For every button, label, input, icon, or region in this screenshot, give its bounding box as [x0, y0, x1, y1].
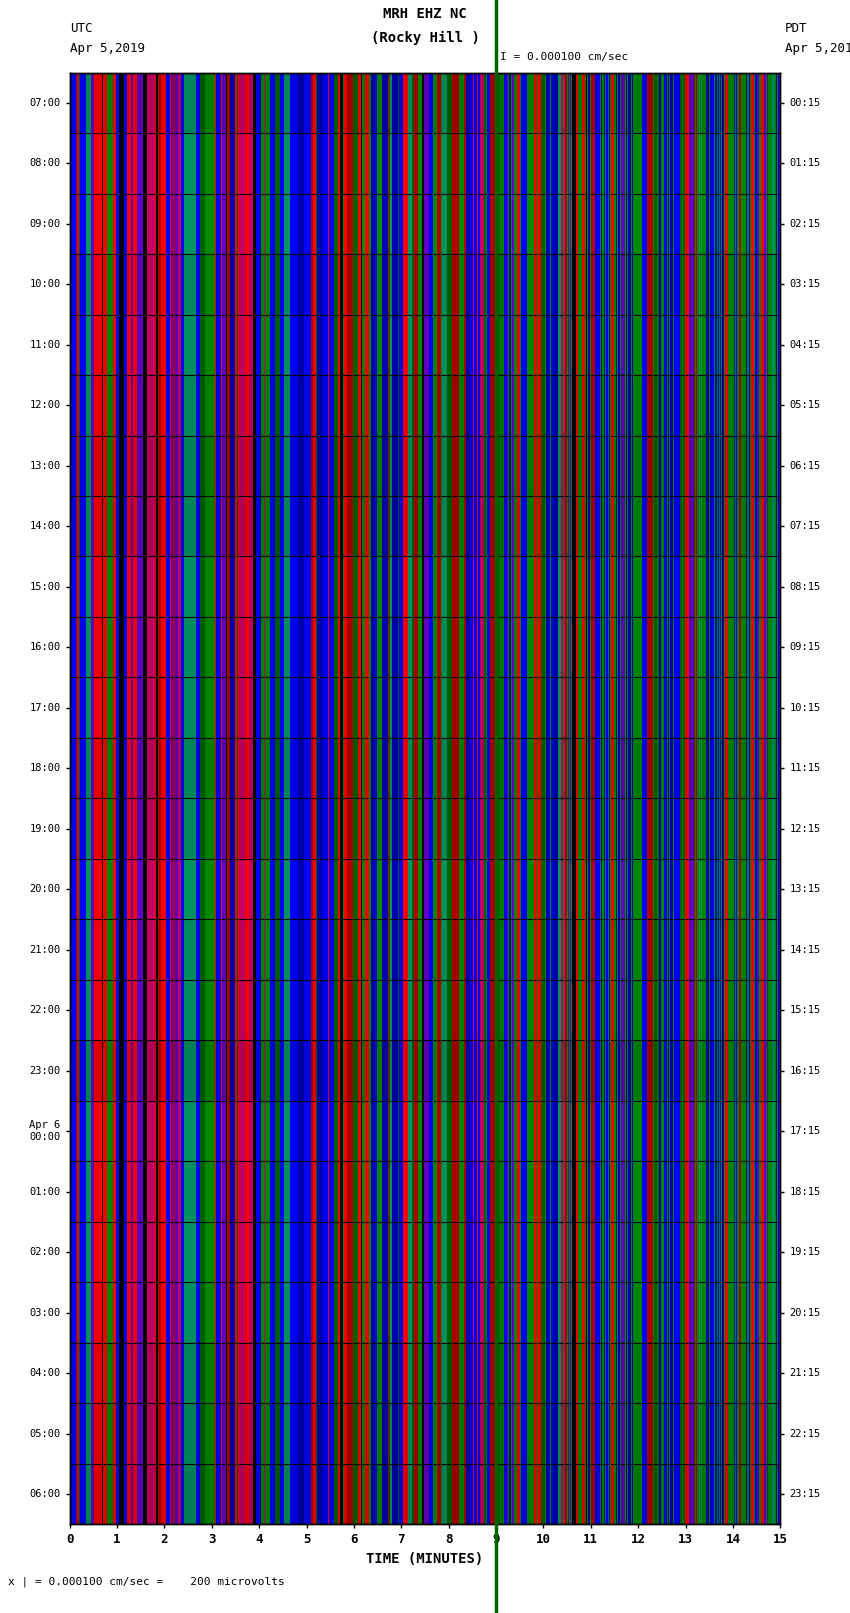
Text: PDT: PDT [785, 23, 807, 35]
Text: MRH EHZ NC: MRH EHZ NC [383, 6, 467, 21]
Text: (Rocky Hill ): (Rocky Hill ) [371, 31, 479, 45]
Text: x | = 0.000100 cm/sec =    200 microvolts: x | = 0.000100 cm/sec = 200 microvolts [8, 1576, 286, 1587]
Text: I = 0.000100 cm/sec: I = 0.000100 cm/sec [501, 52, 628, 63]
X-axis label: TIME (MINUTES): TIME (MINUTES) [366, 1552, 484, 1566]
Text: Apr 5,2019: Apr 5,2019 [70, 42, 144, 55]
Text: Apr 5,2019: Apr 5,2019 [785, 42, 850, 55]
Text: UTC: UTC [70, 23, 92, 35]
